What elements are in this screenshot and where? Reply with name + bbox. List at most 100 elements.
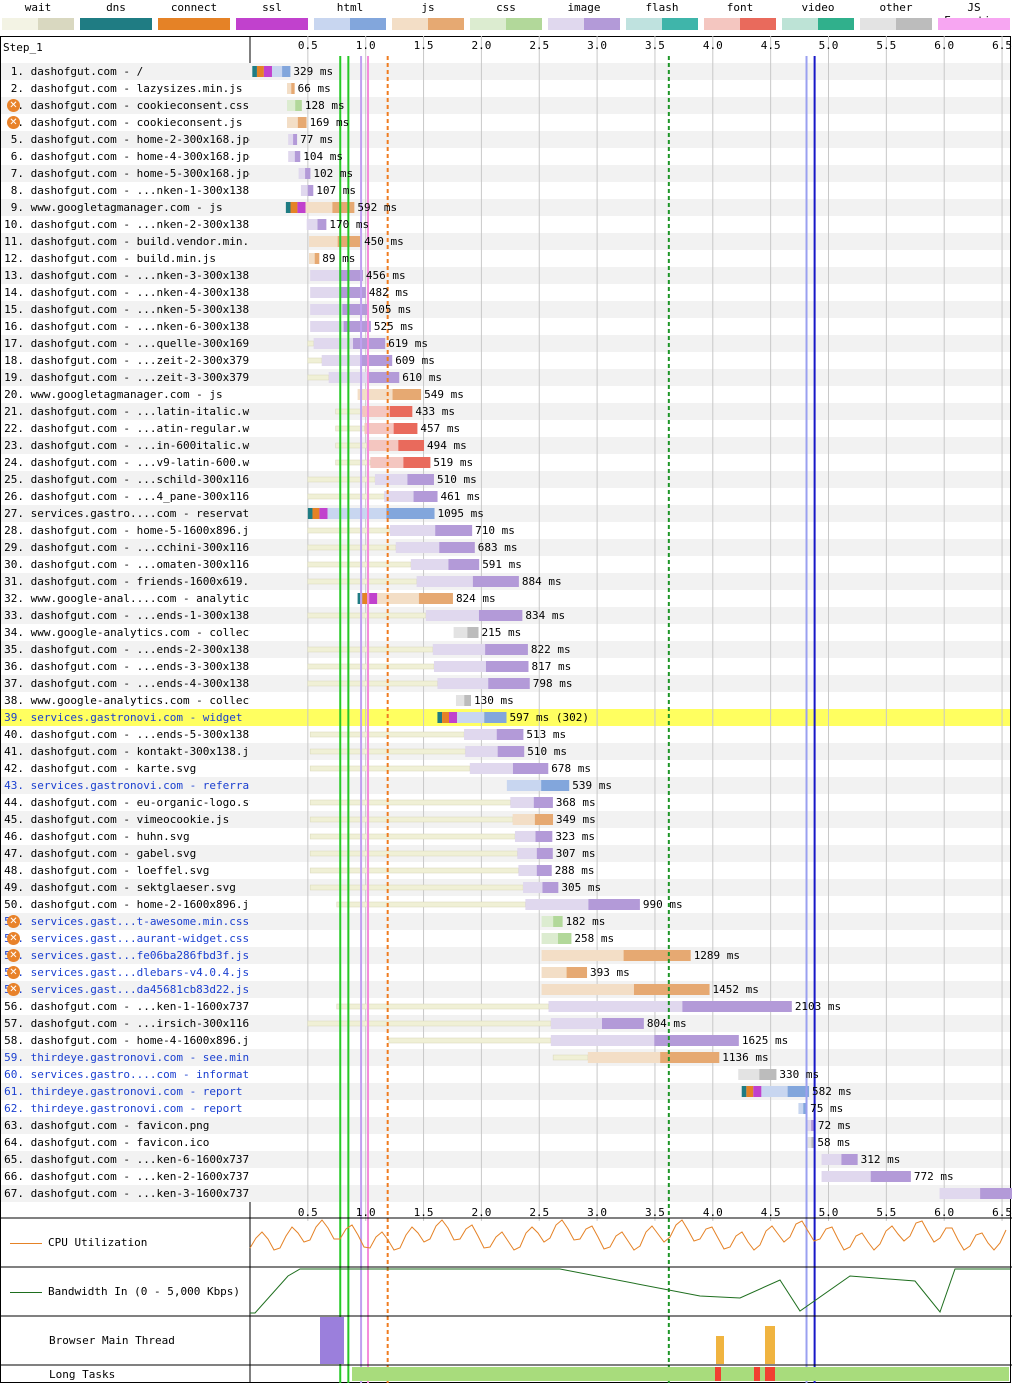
tick-label: 1.5: [413, 39, 434, 52]
request-row-label[interactable]: 1. dashofgut.com - /: [0, 63, 250, 80]
request-row-label[interactable]: 10. dashofgut.com - ...nken-2-300x138.jp…: [0, 216, 250, 233]
request-row-label[interactable]: ✕54. services.gast...dlebars-v4.0.4.js: [0, 964, 250, 981]
request-row-label[interactable]: ✕55. services.gast...da45681cb83d22.js: [0, 981, 250, 998]
request-row-label[interactable]: 42. dashofgut.com - karte.svg: [0, 760, 250, 777]
warning-icon: ✕: [7, 116, 20, 129]
request-row-label[interactable]: 33. dashofgut.com - ...ends-1-300x138.jp…: [0, 607, 250, 624]
request-row-label[interactable]: 18. dashofgut.com - ...zeit-2-300x379.jp…: [0, 352, 250, 369]
request-row-label[interactable]: 61. thirdeye.gastronovi.com - report: [0, 1083, 250, 1100]
request-row-label[interactable]: ✕52. services.gast...aurant-widget.css: [0, 930, 250, 947]
request-url: dashofgut.com - favicon.ico: [24, 1136, 210, 1149]
js-request-bar: [309, 236, 338, 247]
request-row-label[interactable]: 11. dashofgut.com - build.vendor.min.js: [0, 233, 250, 250]
request-duration: 683 ms: [477, 541, 518, 554]
request-row-label[interactable]: 45. dashofgut.com - vimeocookie.js: [0, 811, 250, 828]
request-row-label[interactable]: 50. dashofgut.com - home-2-1600x896.jpg: [0, 896, 250, 913]
wait-bar: [307, 1020, 552, 1027]
request-row-label[interactable]: 35. dashofgut.com - ...ends-2-300x138.jp…: [0, 641, 250, 658]
request-url: www.google-analytics.com - collect: [24, 694, 250, 707]
request-row-label[interactable]: ✕53. services.gast...fe06ba286fbd3f.js: [0, 947, 250, 964]
html-request-bar: [327, 508, 387, 519]
request-row-label[interactable]: 66. dashofgut.com - ...ken-2-1600x737.jp…: [0, 1168, 250, 1185]
request-row-label[interactable]: 8. dashofgut.com - ...nken-1-300x138.jpg: [0, 182, 250, 199]
request-row-label[interactable]: 57. dashofgut.com - ...irsich-300x116.jp…: [0, 1015, 250, 1032]
other-request-bar: [738, 1069, 760, 1080]
request-row-label[interactable]: 43. services.gastronovi.com - referral: [0, 777, 250, 794]
html-request-bar: [457, 712, 485, 723]
request-row-label[interactable]: 58. dashofgut.com - home-4-1600x896.jpg: [0, 1032, 250, 1049]
request-row-label[interactable]: 64. dashofgut.com - favicon.ico: [0, 1134, 250, 1151]
request-duration: 822 ms: [530, 643, 571, 656]
request-row-label[interactable]: 67. dashofgut.com - ...ken-3-1600x737.jp…: [0, 1185, 250, 1202]
request-row-label[interactable]: 63. dashofgut.com - favicon.png: [0, 1117, 250, 1134]
wait-bar: [307, 544, 397, 551]
request-row-label[interactable]: 48. dashofgut.com - loeffel.svg: [0, 862, 250, 879]
request-row-label[interactable]: 20. www.googletagmanager.com - js: [0, 386, 250, 403]
request-row-label[interactable]: 32. www.google-anal....com - analytics.j…: [0, 590, 250, 607]
request-row-label[interactable]: 46. dashofgut.com - huhn.svg: [0, 828, 250, 845]
wait-bar: [307, 340, 314, 347]
request-row-label[interactable]: 6. dashofgut.com - home-4-300x168.jpg: [0, 148, 250, 165]
request-row-label[interactable]: ✕3. dashofgut.com - cookieconsent.css: [0, 97, 250, 114]
ssl-bar: [753, 1086, 762, 1097]
request-row-label[interactable]: 26. dashofgut.com - ...4_pane-300x116.jp…: [0, 488, 250, 505]
request-row-label[interactable]: ✕4. dashofgut.com - cookieconsent.js: [0, 114, 250, 131]
request-duration: 456 ms: [365, 269, 406, 282]
request-row-label[interactable]: 7. dashofgut.com - home-5-300x168.jpg: [0, 165, 250, 182]
image-download-bar: [841, 1154, 858, 1165]
legend-item-video: video: [782, 0, 854, 34]
request-url: thirdeye.gastronovi.com - report: [24, 1085, 243, 1098]
request-row-label[interactable]: 44. dashofgut.com - eu-organic-logo.svg: [0, 794, 250, 811]
image-download-bar: [343, 321, 371, 332]
tick-label: 6.0: [934, 1206, 955, 1219]
request-row-label[interactable]: 49. dashofgut.com - sektglaeser.svg: [0, 879, 250, 896]
request-row-label[interactable]: 56. dashofgut.com - ...ken-1-1600x737.jp…: [0, 998, 250, 1015]
request-row-label[interactable]: 34. www.google-analytics.com - collect: [0, 624, 250, 641]
request-url: dashofgut.com - karte.svg: [24, 762, 197, 775]
html-download-bar: [803, 1103, 808, 1114]
request-url: dashofgut.com - ...cchini-300x116.jpg: [30, 541, 250, 554]
request-row-label[interactable]: 36. dashofgut.com - ...ends-3-300x138.jp…: [0, 658, 250, 675]
request-number: 66.: [4, 1170, 24, 1183]
request-row-label[interactable]: 41. dashofgut.com - kontakt-300x138.jpg: [0, 743, 250, 760]
request-row-label[interactable]: 60. services.gastro....com - information: [0, 1066, 250, 1083]
request-row-label[interactable]: 30. dashofgut.com - ...omaten-300x116.jp…: [0, 556, 250, 573]
request-row-label[interactable]: 23. dashofgut.com - ...in-600italic.woff…: [0, 437, 250, 454]
request-row-label[interactable]: 37. dashofgut.com - ...ends-4-300x138.jp…: [0, 675, 250, 692]
request-row-label[interactable]: 21. dashofgut.com - ...latin-italic.woff…: [0, 403, 250, 420]
request-row-label[interactable]: ✕51. services.gast...t-awesome.min.css: [0, 913, 250, 930]
request-row-label[interactable]: 25. dashofgut.com - ...schild-300x116.jp…: [0, 471, 250, 488]
request-row-label[interactable]: 31. dashofgut.com - friends-1600x619.jpg: [0, 573, 250, 590]
wait-bar: [309, 850, 518, 857]
request-url: services.gast...dlebars-v4.0.4.js: [24, 966, 250, 979]
wait-bar: [307, 357, 322, 364]
request-row-label[interactable]: 27. services.gastro....com - reservation: [0, 505, 250, 522]
request-row-label[interactable]: 13. dashofgut.com - ...nken-3-300x138.jp…: [0, 267, 250, 284]
ssl-bar: [319, 508, 328, 519]
request-row-label[interactable]: 62. thirdeye.gastronovi.com - report: [0, 1100, 250, 1117]
request-row-label[interactable]: 16. dashofgut.com - ...nken-6-300x138.jp…: [0, 318, 250, 335]
request-row-label[interactable]: 22. dashofgut.com - ...atin-regular.woff…: [0, 420, 250, 437]
request-row-label[interactable]: 12. dashofgut.com - build.min.js: [0, 250, 250, 267]
request-duration: 457 ms: [420, 422, 461, 435]
request-row-label[interactable]: 14. dashofgut.com - ...nken-4-300x138.jp…: [0, 284, 250, 301]
request-row-label[interactable]: 29. dashofgut.com - ...cchini-300x116.jp…: [0, 539, 250, 556]
request-row-label[interactable]: 65. dashofgut.com - ...ken-6-1600x737.jp…: [0, 1151, 250, 1168]
request-row-label[interactable]: 39. services.gastronovi.com - widget: [0, 709, 250, 726]
request-row-label[interactable]: 15. dashofgut.com - ...nken-5-300x138.jp…: [0, 301, 250, 318]
request-row-label[interactable]: 9. www.googletagmanager.com - js: [0, 199, 250, 216]
request-row-label[interactable]: 19. dashofgut.com - ...zeit-3-300x379.jp…: [0, 369, 250, 386]
request-url: services.gastronovi.com - referral: [24, 779, 250, 792]
request-row-label[interactable]: 2. dashofgut.com - lazysizes.min.js: [0, 80, 250, 97]
request-row-label[interactable]: 17. dashofgut.com - ...quelle-300x169.jp…: [0, 335, 250, 352]
request-row-label[interactable]: 38. www.google-analytics.com - collect: [0, 692, 250, 709]
request-row-label[interactable]: 5. dashofgut.com - home-2-300x168.jpg: [0, 131, 250, 148]
wait-bar: [309, 884, 524, 891]
request-row-label[interactable]: 47. dashofgut.com - gabel.svg: [0, 845, 250, 862]
request-row-label[interactable]: 40. dashofgut.com - ...ends-5-300x138.jp…: [0, 726, 250, 743]
request-row-label[interactable]: 24. dashofgut.com - ...v9-latin-600.woff…: [0, 454, 250, 471]
request-url: services.gastro....com - information: [24, 1068, 250, 1081]
request-row-label[interactable]: 59. thirdeye.gastronovi.com - see.min.js: [0, 1049, 250, 1066]
css-download-bar: [295, 100, 302, 111]
request-row-label[interactable]: 28. dashofgut.com - home-5-1600x896.jpg: [0, 522, 250, 539]
